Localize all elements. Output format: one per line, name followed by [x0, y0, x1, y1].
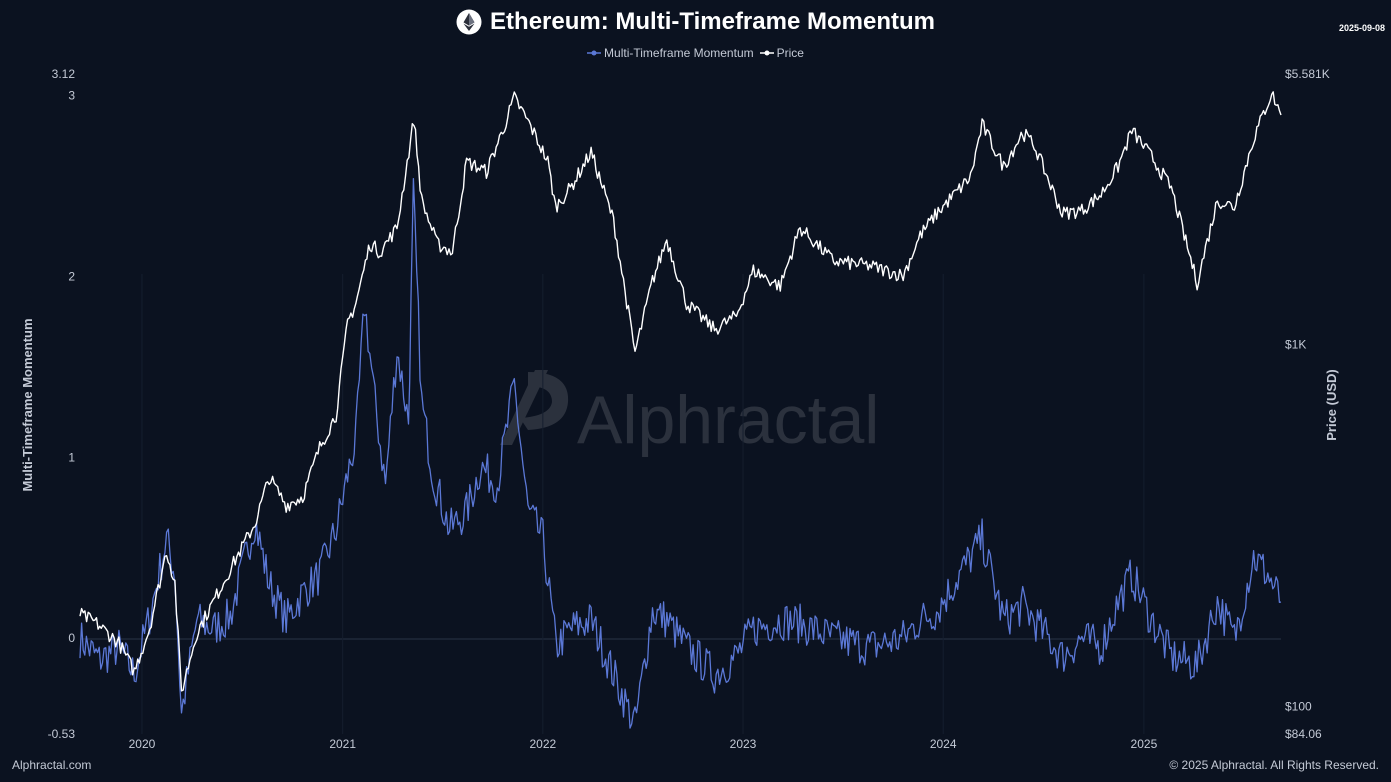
- x-tick-label: 2020: [129, 737, 156, 751]
- left-tick-label: 2: [68, 270, 75, 284]
- x-tick-label: 2021: [329, 737, 356, 751]
- series-line-momentum: [79, 177, 1282, 729]
- footer-brand[interactable]: Alphractal.com: [12, 758, 92, 772]
- watermark-text: Alphractal: [577, 382, 879, 458]
- x-axis: 2020 2021 2022 2023 2024 2025: [129, 274, 1158, 751]
- chart-title-bar: Ethereum: Multi-Timeframe Momentum: [0, 8, 1391, 36]
- legend-label-momentum: Multi-Timeframe Momentum: [604, 46, 754, 60]
- series-line-price: [79, 91, 1282, 692]
- legend-swatch-price: [759, 50, 774, 56]
- left-tick-label: -0.53: [48, 727, 76, 741]
- x-tick-label: 2025: [1131, 737, 1158, 751]
- legend-label-price: Price: [776, 46, 804, 60]
- right-tick-label: $84.06: [1285, 727, 1322, 741]
- right-tick-label: $100: [1285, 700, 1312, 714]
- left-tick-label: 3: [68, 89, 75, 103]
- left-tick-label: 0: [68, 631, 75, 645]
- legend: Multi-Timeframe Momentum Price: [0, 46, 1391, 60]
- left-axis: 3.12 3 2 1 0 -0.53: [48, 67, 76, 741]
- watermark: Alphractal: [500, 370, 879, 458]
- left-tick-label: 3.12: [52, 67, 76, 81]
- legend-item-price[interactable]: Price: [759, 46, 804, 60]
- x-tick-label: 2024: [930, 737, 957, 751]
- right-tick-label: $5.581K: [1285, 67, 1330, 81]
- left-axis-label: Multi-Timeframe Momentum: [20, 318, 35, 491]
- right-axis: $5.581K $1K $100 $84.06: [1285, 67, 1330, 741]
- footer-copyright: © 2025 Alphractal. All Rights Reserved.: [1169, 758, 1379, 772]
- date-stamp: 2025-09-08: [1338, 23, 1385, 33]
- right-axis-label: Price (USD): [1324, 369, 1339, 441]
- right-tick-label: $1K: [1285, 337, 1306, 351]
- left-tick-label: 1: [68, 450, 75, 464]
- watermark-logo-icon: [500, 370, 548, 445]
- legend-item-momentum[interactable]: Multi-Timeframe Momentum: [587, 46, 754, 60]
- x-tick-label: 2022: [529, 737, 556, 751]
- legend-swatch-momentum: [587, 50, 602, 56]
- chart-title: Ethereum: Multi-Timeframe Momentum: [490, 8, 935, 35]
- ethereum-logo-icon: [456, 9, 482, 35]
- x-tick-label: 2023: [730, 737, 757, 751]
